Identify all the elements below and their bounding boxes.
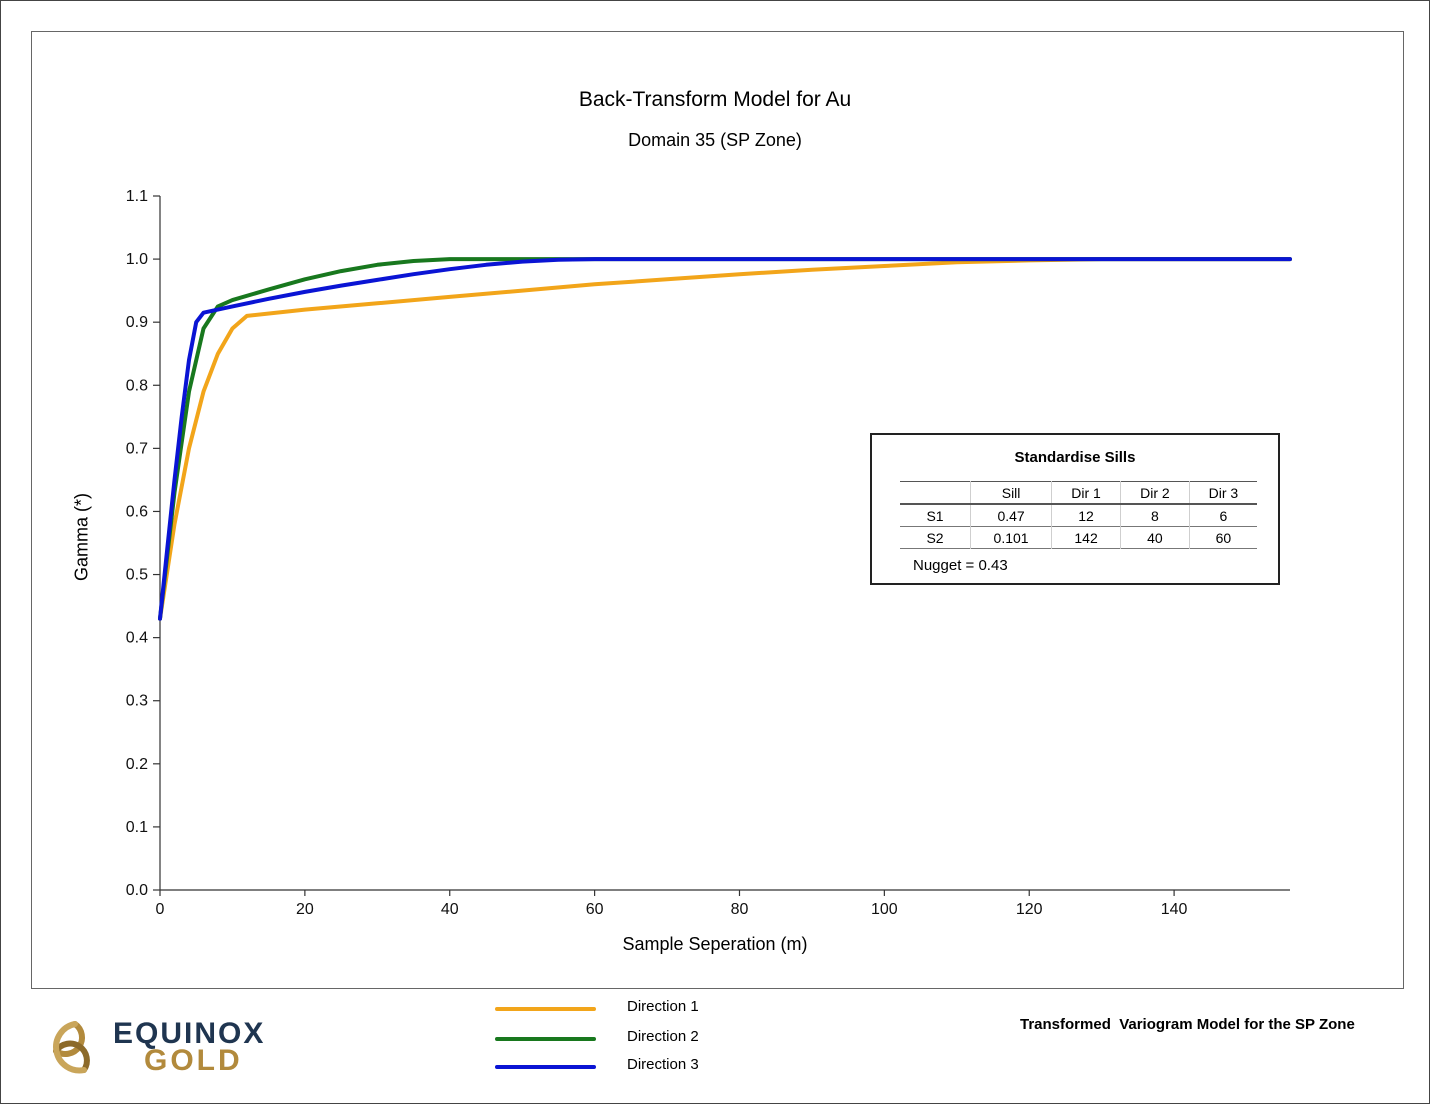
logo-mark-icon [53,1021,90,1074]
table-cell: 40 [1119,526,1190,549]
legend-swatch [495,1007,596,1011]
table-cell: 12 [1051,504,1121,527]
sills-header-cell: Sill [969,481,1052,504]
table-cell: S1 [926,507,944,524]
y-tick-label: 0.6 [126,503,148,520]
chart-title: Back-Transform Model for Au [578,88,852,111]
table-cell: 142 [1051,526,1121,549]
sills-header-row: Sill Dir 1 Dir 2 Dir 3 [900,481,1257,505]
series-line-direction-3 [158,257,1292,621]
y-tick-label: 0.9 [126,314,148,331]
legend-item: Direction 1 [495,996,755,1020]
table-row: S1 0.47 12 8 6 [900,504,1257,527]
y-tick-label: 1.1 [126,188,148,205]
figure-caption: Transformed Variogram Model for the SP Z… [1020,1016,1355,1033]
y-tick-label: 1.0 [126,251,148,268]
x-tick-label: 40 [441,901,459,918]
table-cell: 60 [1188,526,1257,549]
x-tick-label: 20 [296,901,314,918]
y-axis-label: Gamma (*) [71,492,92,582]
chart-legend: Direction 1 Direction 2 Direction 3 [495,995,755,1085]
table-cell: 0.101 [969,526,1052,549]
sills-header-cell [900,482,971,505]
y-tick-label: 0.5 [126,567,148,584]
legend-item: Direction 3 [495,1054,755,1078]
sills-header-cell: Dir 1 [1051,481,1121,504]
sills-header-cell: Dir 3 [1188,481,1257,504]
x-tick-label: 80 [731,901,749,918]
legend-label: Direction 1 [627,998,699,1015]
table-cell: S2 [926,529,944,546]
y-tick-label: 0.8 [126,377,148,394]
table-cell: 0.47 [969,504,1052,527]
x-tick-label: 120 [1016,901,1043,918]
sills-header-cell: Dir 2 [1119,481,1190,504]
x-axis-label: Sample Seperation (m) [622,934,808,954]
legend-item: Direction 2 [495,1026,755,1050]
sills-table: Sill Dir 1 Dir 2 Dir 3 S1 0.47 12 8 6 S2… [900,481,1257,549]
table-cell: 6 [1188,504,1257,527]
x-tick-label: 0 [156,901,165,918]
chart-frame [31,31,1404,989]
y-tick-label: 0.1 [126,819,148,836]
legend-swatch [495,1037,596,1041]
y-tick-label: 0.4 [126,630,148,647]
logo-text-equinox: EQUINOX [113,1017,266,1050]
y-tick-label: 0.7 [126,440,148,457]
table-cell: 8 [1119,504,1190,527]
nugget-label: Nugget = 0.43 [913,557,1008,574]
x-tick-label: 60 [586,901,604,918]
equinox-gold-logo: EQUINOX GOLD [40,1014,280,1084]
legend-swatch [495,1065,596,1069]
legend-label: Direction 2 [627,1028,699,1045]
table-row: S2 0.101 142 40 60 [900,526,1257,549]
x-tick-label: 140 [1161,901,1188,918]
logo-text-gold: GOLD [144,1044,243,1077]
y-tick-label: 0.0 [126,882,148,899]
sills-title: Standardise Sills [1014,449,1136,466]
y-tick-label: 0.2 [126,756,148,773]
chart-subtitle: Domain 35 (SP Zone) [628,130,802,150]
standardise-sills-panel: Standardise Sills Sill Dir 1 Dir 2 Dir 3… [870,433,1280,585]
legend-label: Direction 3 [627,1056,699,1073]
x-tick-label: 100 [871,901,898,918]
y-tick-label: 0.3 [126,693,148,710]
